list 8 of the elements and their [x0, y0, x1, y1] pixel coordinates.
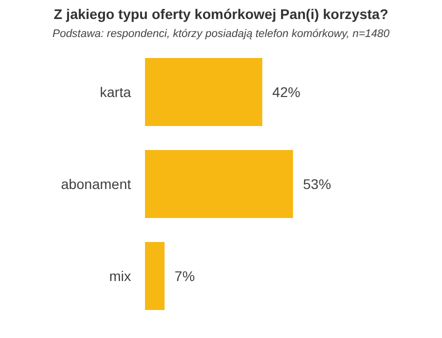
y-tick-label: karta	[100, 84, 132, 100]
data-label: 53%	[303, 176, 332, 192]
data-label: 7%	[174, 268, 195, 284]
data-label: 42%	[272, 84, 300, 100]
chart-title: Z jakiego typu oferty komórkowej Pan(i) korzysta?	[52, 6, 390, 22]
y-tick-label: mix	[109, 268, 131, 284]
chart-subtitle: Podstawa: respondenci, którzy posiadają telefon komórkowy, n=1480	[51, 28, 391, 40]
y-tick-label: abonament	[60, 176, 132, 192]
